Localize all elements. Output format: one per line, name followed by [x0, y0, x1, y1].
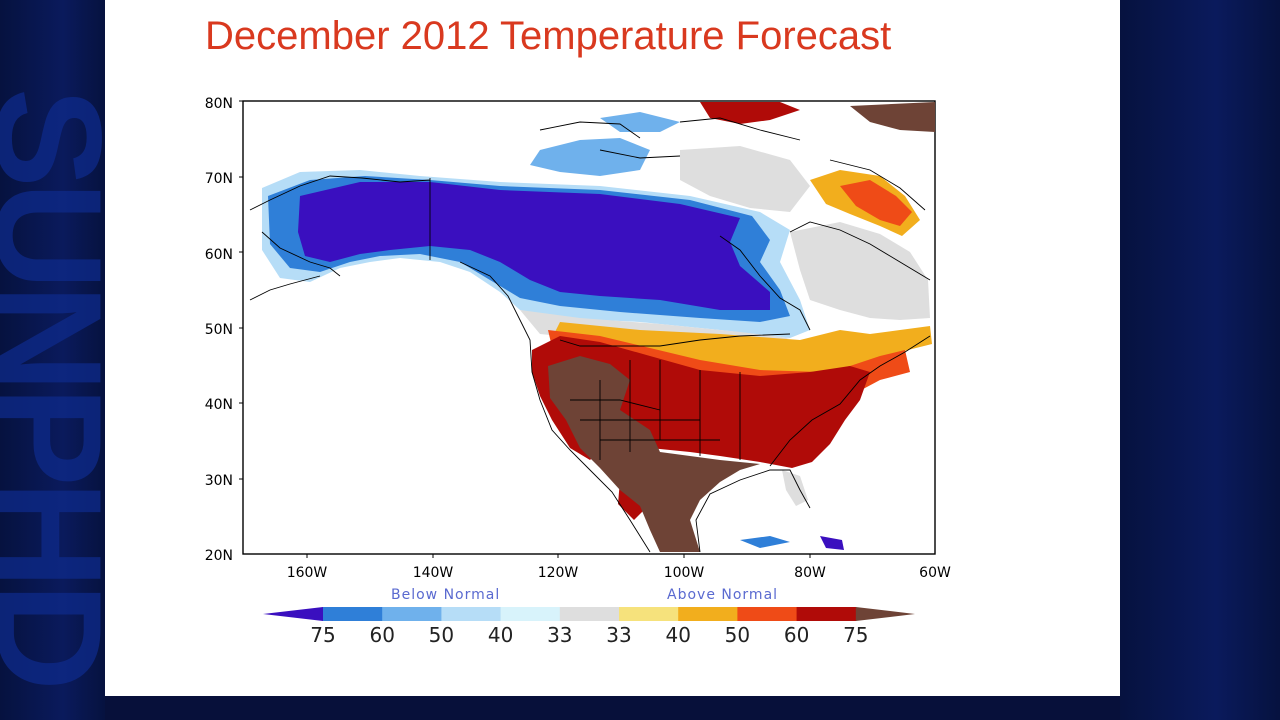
legend-swatch-0 [263, 607, 323, 621]
lon-label-60w: 60W [919, 565, 951, 581]
lon-label-100w: 100W [664, 565, 705, 581]
lon-label-160w: 160W [287, 565, 328, 581]
lat-label-70: 70N [205, 171, 233, 187]
lat-label-80: 80N [205, 96, 233, 112]
legend-colorbar [263, 607, 915, 621]
region-gray-arctic [680, 146, 810, 212]
legend-tick-0: 75 [310, 623, 335, 647]
lon-label-140w: 140W [413, 565, 454, 581]
lat-label-40: 40N [205, 397, 233, 413]
lat-label-30: 30N [205, 473, 233, 489]
legend-ticks: 75 60 50 40 33 33 40 50 60 75 [310, 623, 868, 647]
forecast-regions [262, 102, 935, 552]
lon-label-80w: 80W [794, 565, 826, 581]
legend-tick-1: 60 [369, 623, 394, 647]
legend-tick-5: 33 [606, 623, 631, 647]
legend-tick-4: 33 [547, 623, 572, 647]
legend-swatch-8 [737, 607, 798, 621]
legend-tick-8: 60 [784, 623, 809, 647]
lat-label-50: 50N [205, 322, 233, 338]
region-gray-east [790, 222, 930, 320]
legend-tick-9: 75 [843, 623, 868, 647]
slide-title: December 2012 Temperature Forecast [205, 14, 892, 58]
legend-swatch-4 [500, 607, 561, 621]
legend-tick-3: 40 [488, 623, 513, 647]
left-background: SUNPHD [0, 0, 105, 720]
legend-swatch-9 [796, 607, 857, 621]
legend-above-label: Above Normal [667, 587, 779, 603]
legend-swatch-5 [559, 607, 620, 621]
coastlines [249, 117, 931, 553]
legend-swatch-2 [382, 607, 442, 621]
lat-label-60: 60N [205, 247, 233, 263]
legend-tick-7: 50 [725, 623, 750, 647]
lat-label-20: 20N [205, 548, 233, 564]
legend-swatch-1 [323, 607, 383, 621]
legend-swatch-3 [441, 607, 502, 621]
legend-swatch-6 [619, 607, 679, 621]
legend-swatch-10 [855, 607, 915, 621]
right-background: SUNPHD [1120, 0, 1280, 720]
legend-tick-6: 40 [665, 623, 690, 647]
lon-labels: 160W 140W 120W 100W 80W 60W [287, 565, 951, 581]
region-brown [548, 356, 760, 552]
legend-below-label: Below Normal [391, 587, 501, 603]
legend-tick-2: 50 [429, 623, 454, 647]
region-dark-blue [298, 182, 770, 310]
region-arctic-blue [530, 138, 650, 176]
legend-swatch-7 [678, 607, 738, 621]
lon-label-120w: 120W [538, 565, 579, 581]
lat-labels: 80N 70N 60N 50N 40N 30N 20N [205, 96, 233, 564]
